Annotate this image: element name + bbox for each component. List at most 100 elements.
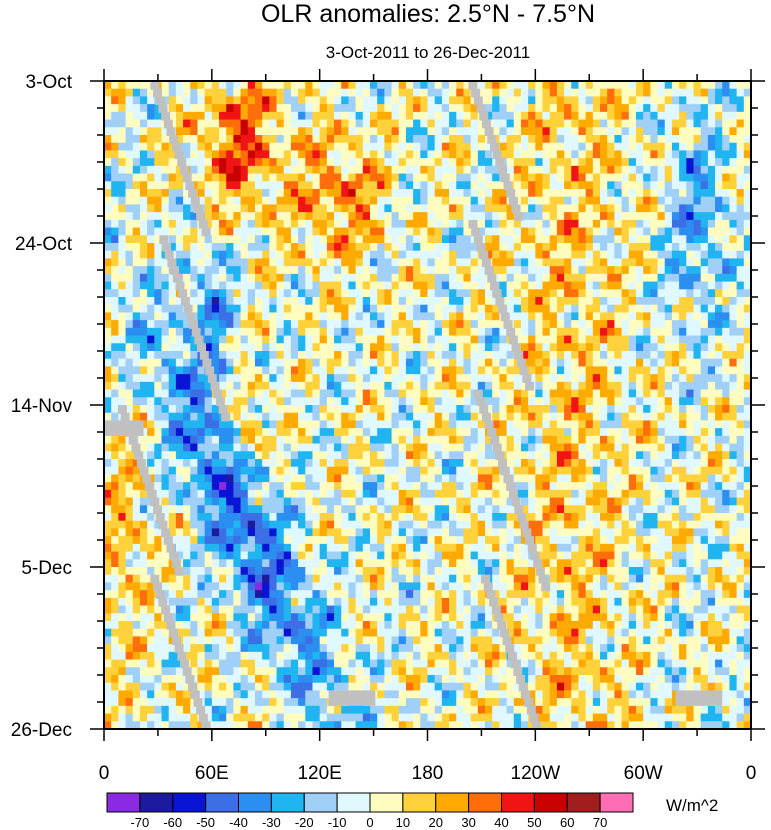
heat-cell — [305, 196, 314, 206]
heat-cell — [161, 443, 170, 452]
heat-cell — [492, 104, 500, 113]
heat-cell — [456, 312, 465, 321]
heat-cell — [643, 111, 651, 121]
heat-cell — [118, 189, 127, 198]
heat-cell — [405, 397, 414, 406]
heat-cell — [219, 243, 227, 252]
heat-cell — [125, 88, 134, 98]
heat-cell — [585, 273, 594, 283]
heat-cell — [592, 119, 601, 128]
heat-cell — [743, 297, 751, 306]
heat-cell — [269, 258, 278, 267]
heat-cell — [441, 189, 450, 198]
heat-cell — [355, 443, 364, 452]
heat-cell — [341, 420, 350, 429]
heat-cell — [420, 497, 429, 506]
heat-cell — [715, 335, 723, 344]
heat-cell — [679, 312, 687, 321]
heat-cell — [269, 405, 278, 414]
heat-cell — [254, 111, 263, 121]
heat-cell — [729, 104, 738, 113]
heat-cell — [247, 243, 256, 252]
heat-cell — [722, 273, 731, 283]
heat-cell — [528, 227, 536, 236]
heat-cell — [219, 173, 227, 182]
heat-cell — [506, 158, 515, 167]
heat-cell — [326, 196, 335, 206]
heat-cell — [111, 181, 119, 190]
heat-cell — [729, 150, 738, 159]
heat-cell — [355, 497, 364, 506]
heat-cell — [643, 258, 651, 267]
heat-cell — [204, 189, 213, 198]
heat-cell — [693, 351, 702, 360]
heat-cell — [441, 235, 450, 244]
heat-cell — [549, 196, 558, 206]
heat-cell — [449, 297, 457, 306]
heat-cell — [355, 297, 364, 306]
heat-cell — [233, 358, 242, 368]
heat-cell — [132, 412, 141, 422]
heat-cell — [722, 489, 731, 499]
heat-cell — [715, 273, 723, 283]
heat-cell — [571, 289, 580, 298]
heat-cell — [139, 204, 148, 213]
heat-cell — [348, 104, 357, 113]
heat-cell — [736, 497, 745, 506]
heat-cell — [190, 335, 199, 344]
heat-cell — [362, 243, 371, 252]
heat-cell — [326, 482, 335, 491]
heat-cell — [427, 459, 436, 468]
heat-cell — [391, 474, 400, 483]
heat-cell — [405, 235, 414, 244]
heat-cell — [607, 466, 616, 476]
heat-cell — [334, 497, 342, 506]
heat-cell — [528, 158, 536, 167]
heat-cell — [290, 505, 299, 514]
heat-cell — [247, 474, 256, 483]
heat-cell — [147, 381, 155, 391]
heat-cell — [254, 81, 263, 90]
heat-cell — [686, 351, 695, 360]
heat-cell — [247, 158, 256, 167]
heat-cell — [700, 165, 709, 175]
heat-cell — [628, 405, 637, 414]
heat-cell — [499, 266, 508, 275]
heat-cell — [628, 104, 637, 113]
heat-cell — [628, 81, 637, 90]
heat-cell — [657, 343, 666, 352]
heat-cell — [736, 489, 745, 499]
heat-cell — [592, 250, 601, 260]
heat-cell — [240, 451, 249, 460]
heat-cell — [190, 381, 199, 391]
heat-cell — [434, 381, 443, 391]
heat-cell — [111, 304, 119, 314]
heat-cell — [168, 489, 177, 499]
heat-cell — [571, 343, 580, 352]
heat-cell — [549, 381, 558, 391]
heat-cell — [643, 443, 651, 452]
heat-cell — [693, 381, 702, 391]
heat-cell — [556, 335, 565, 344]
heat-cell — [693, 459, 702, 468]
heat-cell — [456, 219, 465, 229]
heat-cell — [298, 297, 306, 306]
heat-cell — [535, 281, 544, 290]
heat-cell — [542, 397, 551, 406]
heat-cell — [542, 312, 551, 321]
heat-cell — [564, 389, 572, 398]
heat-cell — [679, 196, 687, 206]
heat-cell — [506, 366, 515, 375]
heat-cell — [671, 381, 680, 391]
heat-cell — [592, 435, 601, 445]
heat-cell — [434, 266, 443, 275]
heat-cell — [204, 81, 213, 90]
heat-cell — [592, 420, 601, 429]
heat-cell — [635, 343, 644, 352]
heat-cell — [528, 250, 536, 260]
heat-cell — [571, 227, 580, 236]
heat-cell — [254, 243, 263, 252]
heat-cell — [125, 466, 134, 476]
heat-cell — [190, 397, 199, 406]
heat-cell — [312, 235, 321, 244]
